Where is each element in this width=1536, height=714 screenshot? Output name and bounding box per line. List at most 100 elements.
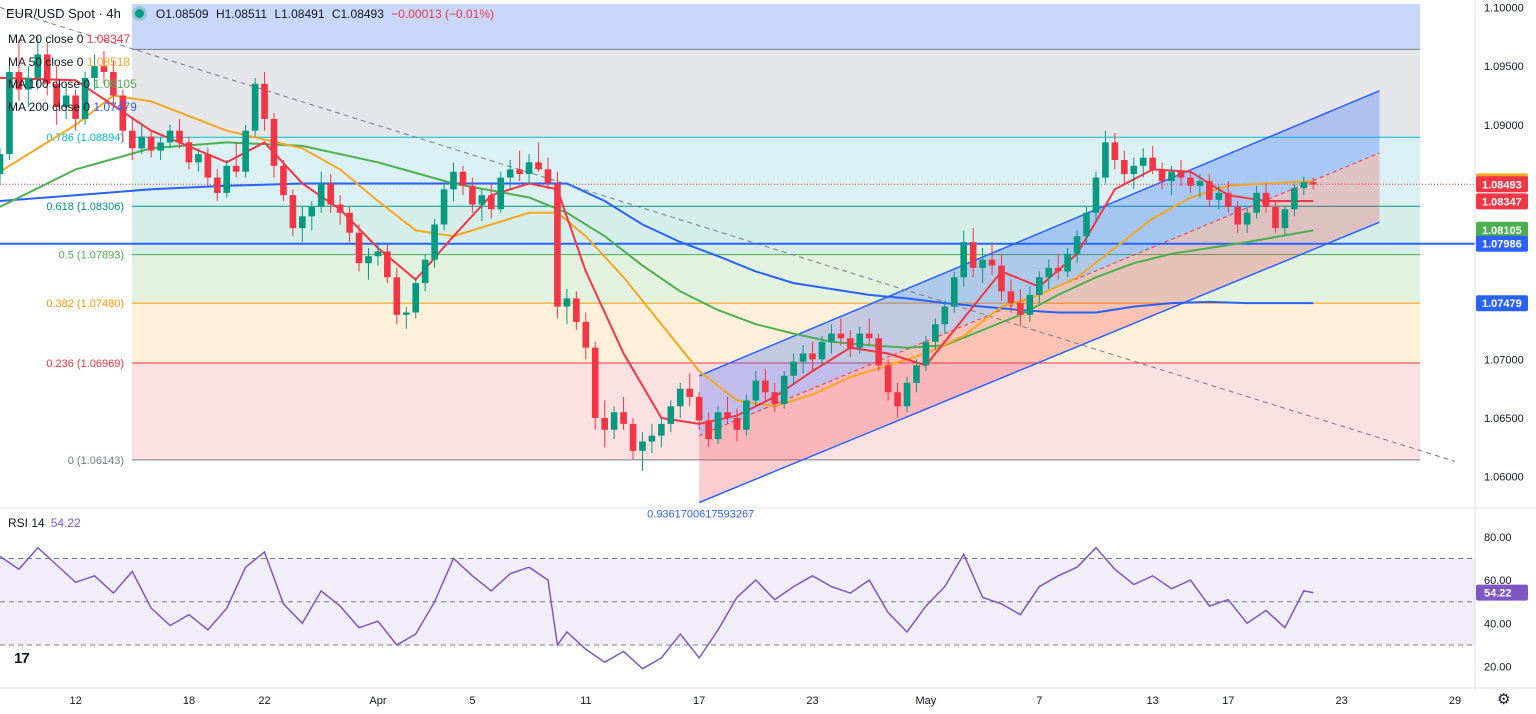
gear-icon[interactable]: ⚙ bbox=[1497, 691, 1511, 708]
candle-body bbox=[497, 177, 505, 210]
candle-body bbox=[1007, 291, 1015, 304]
candle-body bbox=[950, 277, 958, 307]
candle-body bbox=[724, 412, 731, 419]
time-tick-label: May bbox=[916, 695, 937, 707]
ma200-value: 1.07479 bbox=[93, 100, 137, 114]
price-label: 1.07479 bbox=[1482, 298, 1522, 310]
price-tick-label: 1.09000 bbox=[1484, 120, 1524, 132]
candle-body bbox=[1092, 177, 1100, 213]
candle-body bbox=[1168, 171, 1175, 182]
ma50-line bbox=[0, 94, 1314, 408]
ma100-label: MA 100 close 0 bbox=[8, 77, 91, 91]
candle-body bbox=[91, 66, 98, 78]
candle-body bbox=[988, 259, 996, 266]
candle-body bbox=[979, 259, 986, 268]
market-status-dot bbox=[134, 9, 144, 18]
channel-mid-line bbox=[699, 152, 1380, 437]
candle-body bbox=[1130, 165, 1138, 175]
candle-body bbox=[941, 306, 949, 325]
ma20-legend[interactable]: MA 20 close 0 1.08347 bbox=[8, 32, 130, 46]
time-tick-label: 18 bbox=[183, 695, 195, 707]
candle-body bbox=[1177, 171, 1185, 178]
candle-body bbox=[610, 412, 618, 430]
candle-body bbox=[280, 165, 287, 196]
ma50-legend[interactable]: MA 50 close 0 1.08518 bbox=[8, 55, 130, 69]
candle-body bbox=[856, 333, 864, 348]
candle-body bbox=[875, 338, 882, 366]
candle-body bbox=[903, 382, 911, 407]
fib-level-label: 0.5 (1.07893) bbox=[59, 250, 124, 262]
rsi-tick-label: 40.00 bbox=[1484, 618, 1512, 630]
fib-zone-top bbox=[132, 4, 1420, 50]
price-tick-label: 1.09500 bbox=[1484, 61, 1524, 73]
time-tick-label: 17 bbox=[693, 695, 705, 707]
candle-body bbox=[1121, 159, 1128, 175]
ma200-label: MA 200 close 0 bbox=[8, 100, 91, 114]
ma200-legend[interactable]: MA 200 close 0 1.07479 bbox=[8, 100, 137, 114]
price-label: 1.07986 bbox=[1482, 239, 1522, 251]
price-label: 1.08347 bbox=[1482, 196, 1522, 208]
candle-body bbox=[365, 256, 372, 264]
tradingview-logo[interactable]: 17 bbox=[14, 650, 30, 667]
rsi-label-bg bbox=[1476, 584, 1528, 601]
candle-body bbox=[232, 165, 240, 172]
candle-body bbox=[431, 224, 438, 260]
low-value: L1.08491 bbox=[274, 6, 325, 21]
candle-body bbox=[1064, 253, 1071, 272]
candle-body bbox=[582, 321, 590, 348]
fib-zone bbox=[132, 254, 1420, 304]
rsi-legend[interactable]: RSI 14 54.22 bbox=[8, 516, 81, 530]
candle-body bbox=[176, 130, 183, 143]
ohlc-readout: O1.08509 H1.08511 L1.08491 C1.08493 −0.0… bbox=[156, 7, 498, 21]
price-label-bg bbox=[1476, 295, 1528, 312]
candle-body bbox=[157, 142, 164, 151]
candle-body bbox=[516, 169, 523, 175]
candle-body bbox=[1149, 157, 1156, 170]
candle-body bbox=[506, 169, 514, 178]
candle-body bbox=[72, 95, 79, 119]
candle-body bbox=[648, 435, 656, 442]
price-label: 1.08493 bbox=[1482, 179, 1522, 191]
time-tick-label: 23 bbox=[806, 695, 818, 707]
candle-body bbox=[837, 333, 845, 339]
candle-body bbox=[865, 333, 873, 339]
ma100-legend[interactable]: MA 100 close 0 1.08105 bbox=[8, 77, 137, 91]
candle-body bbox=[308, 206, 316, 217]
candle-body bbox=[421, 259, 429, 284]
candle-body bbox=[336, 204, 344, 213]
candle-body bbox=[450, 171, 457, 190]
candle-body bbox=[1215, 192, 1223, 200]
channel-lower-fill bbox=[699, 153, 1380, 503]
ma50-label: MA 50 close 0 bbox=[8, 55, 84, 69]
ma100-value: 1.08105 bbox=[93, 77, 137, 91]
fib-zone bbox=[132, 49, 1420, 138]
candle-body bbox=[81, 77, 89, 119]
candle-body bbox=[714, 412, 722, 440]
candle-body bbox=[686, 388, 694, 397]
time-tick-label: 11 bbox=[580, 695, 591, 707]
candle-body bbox=[289, 195, 297, 229]
candle-body bbox=[733, 418, 741, 430]
candle-body bbox=[213, 177, 221, 193]
candle-body bbox=[195, 154, 202, 163]
candle-body bbox=[119, 95, 127, 131]
candle-body bbox=[1281, 209, 1289, 229]
time-tick-label: 22 bbox=[258, 695, 270, 707]
fib-level-label: 0.618 (1.08306) bbox=[46, 201, 124, 213]
time-tick-label: 13 bbox=[1147, 695, 1159, 707]
change-value: −0.00013 (−0.01%) bbox=[391, 6, 494, 21]
candle-body bbox=[573, 298, 580, 322]
trend-line bbox=[0, 7, 1456, 462]
candle-body bbox=[53, 83, 60, 108]
fib-zone bbox=[132, 303, 1420, 364]
candle-body bbox=[374, 251, 382, 257]
candle-body bbox=[847, 338, 854, 348]
symbol-title[interactable]: EUR/USD Spot · 4h bbox=[6, 6, 121, 21]
candle-body bbox=[1017, 303, 1024, 315]
candle-body bbox=[1158, 169, 1166, 182]
candle-body bbox=[166, 130, 174, 143]
candle-body bbox=[1083, 212, 1090, 237]
candle-body bbox=[43, 54, 51, 84]
candle-body bbox=[317, 183, 325, 207]
